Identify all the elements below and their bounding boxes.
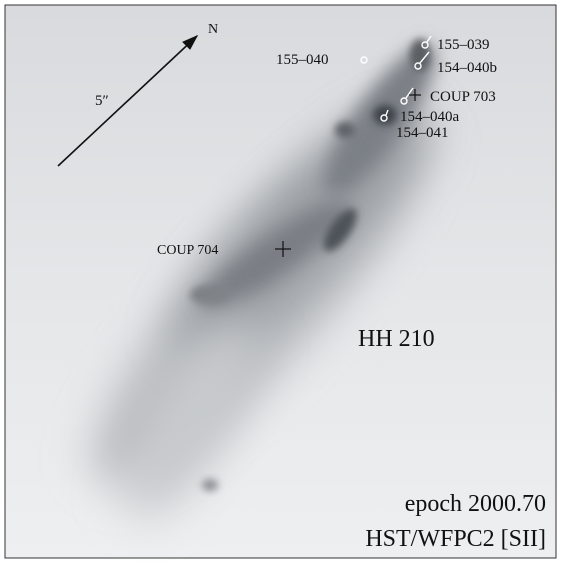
crosses: [275, 89, 421, 257]
compass-arrow: [57, 34, 199, 167]
source-label: 155–040: [276, 52, 329, 68]
source-label: COUP 704: [157, 243, 218, 258]
source-label: COUP 703: [430, 89, 496, 105]
source-label: 154–040b: [437, 60, 497, 76]
source-markers: [360, 35, 432, 122]
scale-label: 5″: [95, 93, 109, 109]
instrument-label: HST/WFPC2 [SII]: [365, 526, 546, 552]
epoch-label: epoch 2000.70: [405, 491, 546, 517]
compass-label: N: [208, 22, 218, 37]
nebula: [93, 39, 436, 518]
source-label: 155–039: [437, 37, 490, 53]
object-label: HH 210: [358, 326, 435, 352]
source-label: 154–040a: [400, 109, 460, 125]
source-label: 154–041: [396, 125, 449, 141]
